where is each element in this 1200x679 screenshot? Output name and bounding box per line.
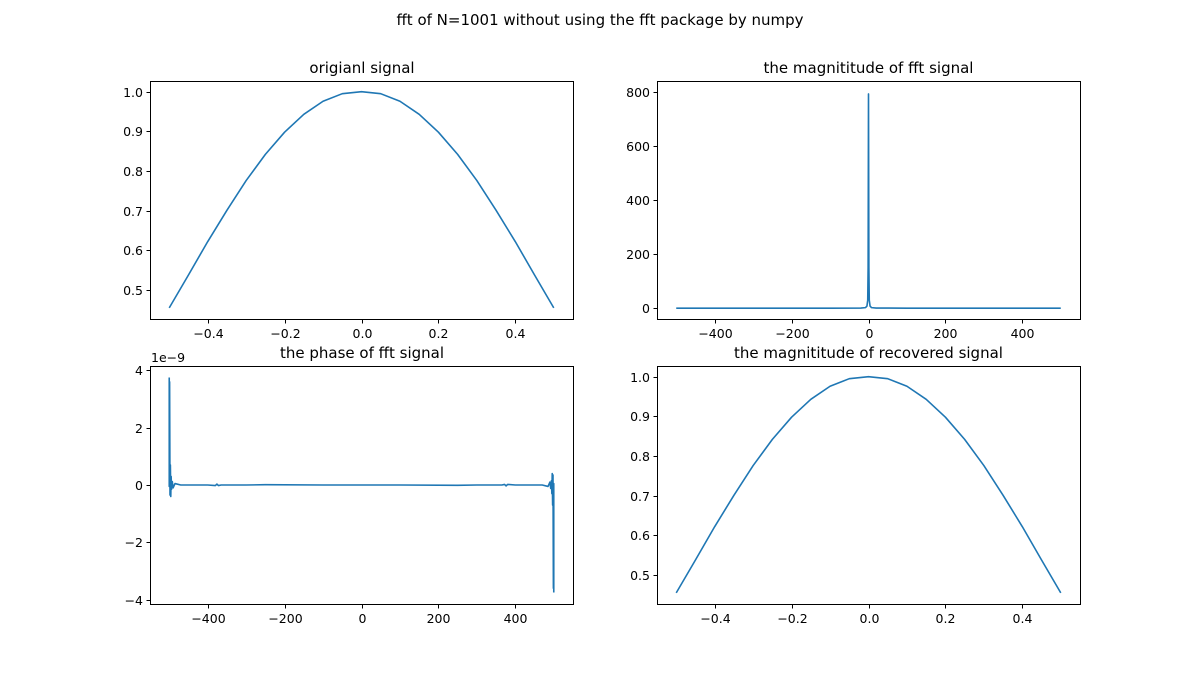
y-tick-label: 0.8 <box>630 449 650 464</box>
x-tick-label: −0.4 <box>193 326 223 341</box>
y-tick-label: 0.6 <box>630 528 650 543</box>
y-tick-label: −2 <box>125 535 143 550</box>
series-line <box>675 375 1062 594</box>
y-tick-label: 200 <box>626 247 650 262</box>
x-tick-label: −0.4 <box>700 611 730 626</box>
y-tick-label: 0.5 <box>630 568 650 583</box>
x-tick-label: 0.4 <box>506 326 526 341</box>
y-tick-label: 0.9 <box>123 124 143 139</box>
x-tick-label: −200 <box>775 326 809 341</box>
x-tick-label: −200 <box>268 611 302 626</box>
x-tick-label: −0.2 <box>777 611 807 626</box>
x-tick-label: 0.0 <box>353 326 373 341</box>
x-tick-label: 0 <box>359 611 367 626</box>
y-tick-label: 600 <box>626 139 650 154</box>
y-tick-label: 0.8 <box>123 164 143 179</box>
y-tick-label: 0.7 <box>123 204 143 219</box>
series-line <box>168 90 555 309</box>
x-tick-label: −400 <box>191 611 225 626</box>
subplot-fft-phase: the phase of fft signal 1e−9 −400 −200 0 20… <box>125 344 574 626</box>
x-tick-label: 400 <box>1011 326 1035 341</box>
subplot-title: origianl signal <box>309 59 414 77</box>
x-tick-label: 0.2 <box>429 326 449 341</box>
x-tick-label: −400 <box>698 326 732 341</box>
subplot-recovered-magnitude: the magnititude of recovered signal −0.4… <box>630 344 1081 626</box>
x-tick-label: 400 <box>504 611 528 626</box>
y-tick-label: 400 <box>626 193 650 208</box>
y-tick-label: 0.5 <box>123 283 143 298</box>
x-tick-label: 0.4 <box>1013 611 1033 626</box>
y-tick-label: 2 <box>135 421 143 436</box>
y-tick-label: 0.9 <box>630 409 650 424</box>
y-tick-label: 4 <box>135 363 143 378</box>
figure-suptitle: fft of N=1001 without using the fft pack… <box>396 11 803 29</box>
series-line <box>676 93 1061 309</box>
x-tick-label: 0.0 <box>860 611 880 626</box>
x-tick-label: 0 <box>866 326 874 341</box>
x-tick-label: 0.2 <box>936 611 956 626</box>
y-tick-label: 800 <box>626 85 650 100</box>
y-tick-label: 1.0 <box>630 370 650 385</box>
y-tick-label: −4 <box>125 593 143 608</box>
x-tick-label: 200 <box>427 611 451 626</box>
y-tick-label: 0 <box>135 478 143 493</box>
subplot-title: the phase of fft signal <box>280 344 444 362</box>
y-tick-label: 0.7 <box>630 489 650 504</box>
y-offset-label: 1e−9 <box>151 350 185 365</box>
subplot-original-signal: origianl signal −0.4 −0.2 0.0 0.2 0.4 0.5 0.6 0… <box>123 59 574 341</box>
subplot-title: the magnititude of recovered signal <box>734 344 1003 362</box>
y-tick-label: 1.0 <box>123 85 143 100</box>
y-tick-label: 0 <box>642 301 650 316</box>
x-tick-label: −0.2 <box>270 326 300 341</box>
subplot-fft-magnitude: the magnititude of fft signal −400 −200 0 2… <box>626 59 1081 341</box>
y-tick-label: 0.6 <box>123 243 143 258</box>
series-line <box>168 377 555 593</box>
x-tick-label: 200 <box>934 326 958 341</box>
subplot-title: the magnititude of fft signal <box>764 59 974 77</box>
